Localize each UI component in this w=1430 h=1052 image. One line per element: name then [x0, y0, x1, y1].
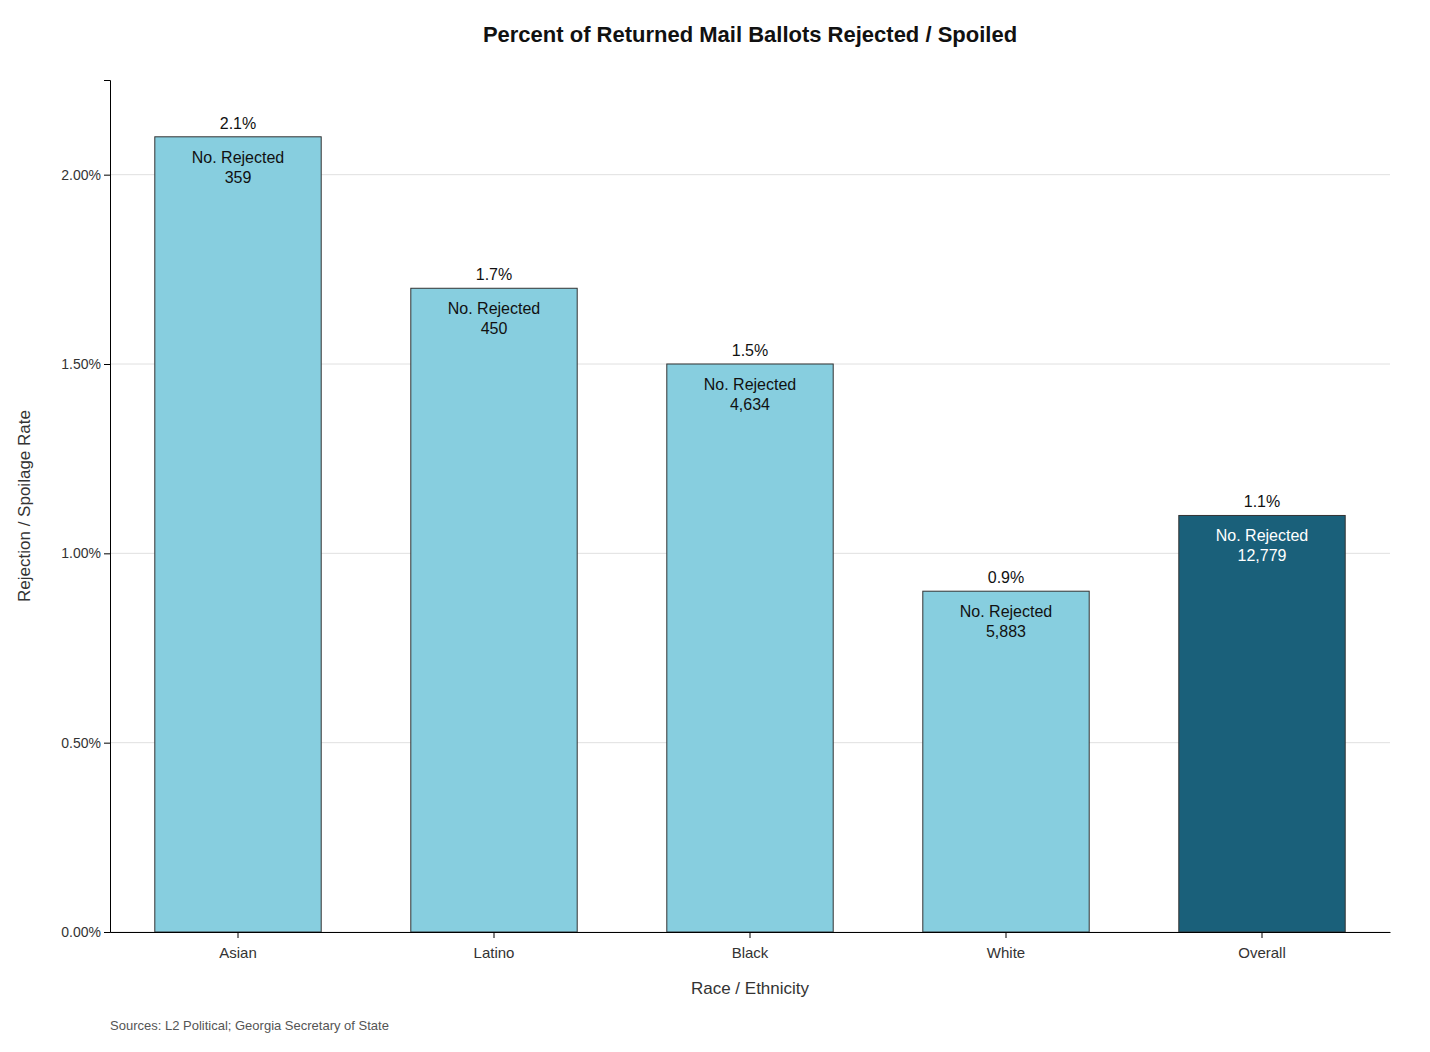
x-tick-label: White: [987, 944, 1025, 961]
bar: [411, 288, 577, 932]
data-label: 0.9%: [988, 569, 1024, 586]
data-label: 1.1%: [1244, 493, 1280, 510]
data-labels: 2.1% 1.7% 1.5% 0.9% 1.1%: [220, 115, 1280, 586]
annotation-line: 5,883: [986, 623, 1026, 640]
y-tick: 0.00%: [61, 924, 110, 940]
y-tick-mark: [104, 743, 110, 744]
x-tick-label: Black: [732, 944, 769, 961]
x-tick-mark: [238, 932, 239, 938]
y-axis: 0.00% 0.50% 1.00% 1.50% 2.00%: [61, 81, 110, 940]
annotation-line: 4,634: [730, 396, 770, 413]
x-tick-label: Latino: [474, 944, 515, 961]
y-tick: 0.50%: [61, 735, 110, 751]
data-label: 1.7%: [476, 266, 512, 283]
bar: [155, 137, 321, 932]
x-tick: White: [987, 932, 1025, 961]
y-tick-mark: [104, 553, 110, 554]
x-tick: Asian: [219, 932, 257, 961]
annotation-line: No. Rejected: [192, 149, 285, 166]
bar: [667, 364, 833, 932]
bar: [1179, 515, 1345, 932]
plot: Asian Latino Black White Overall 0.00% 0.50% 1.…: [61, 81, 1390, 961]
y-tick: 1.00%: [61, 545, 110, 561]
annotation-line: 359: [225, 169, 252, 186]
bars: [155, 137, 1345, 932]
y-tick-label: 2.00%: [61, 167, 101, 183]
x-tick-label: Asian: [219, 944, 257, 961]
annotation: No. Rejected 5,883: [960, 603, 1053, 640]
data-label: 1.5%: [732, 342, 768, 359]
x-tick-mark: [750, 932, 751, 938]
y-tick: 1.50%: [61, 356, 110, 372]
title: Percent of Returned Mail Ballots Rejecte…: [483, 22, 1017, 47]
source: Sources: L2 Political; Georgia Secretary…: [110, 1018, 389, 1033]
x-tick-mark: [1006, 932, 1007, 938]
y-axis-title: Rejection / Spoilage Rate: [15, 410, 34, 602]
data-label: 2.1%: [220, 115, 256, 132]
chart: Asian Latino Black White Overall 0.00% 0.50% 1.…: [0, 0, 1430, 1052]
annotation: No. Rejected 450: [448, 300, 541, 337]
y-tick-label: 0.00%: [61, 924, 101, 940]
y-tick: 2.00%: [61, 167, 110, 183]
y-tick-label: 1.00%: [61, 545, 101, 561]
y-tick-label: 0.50%: [61, 735, 101, 751]
annotation-line: 12,779: [1238, 547, 1287, 564]
x-axis-title: Race / Ethnicity: [691, 979, 810, 998]
annotation-line: No. Rejected: [448, 300, 541, 317]
y-tick-mark: [104, 175, 110, 176]
x-tick: Latino: [474, 932, 515, 961]
x-axis: Asian Latino Black White Overall: [111, 932, 1391, 961]
annotations: No. Rejected359No. Rejected450No. Reject…: [192, 149, 1309, 640]
x-tick-label: Overall: [1238, 944, 1286, 961]
x-tick: Black: [732, 932, 769, 961]
y-tick-label: 1.50%: [61, 356, 101, 372]
x-tick-mark: [494, 932, 495, 938]
annotation: No. Rejected 12,779: [1216, 527, 1309, 564]
annotation-line: No. Rejected: [960, 603, 1053, 620]
y-axis-line: [104, 81, 111, 933]
x-tick: Overall: [1238, 932, 1286, 961]
y-tick-mark: [104, 932, 110, 933]
annotation: No. Rejected 4,634: [704, 376, 797, 413]
annotation-line: No. Rejected: [704, 376, 797, 393]
annotation-line: No. Rejected: [1216, 527, 1309, 544]
annotation-line: 450: [481, 320, 508, 337]
x-tick-mark: [1262, 932, 1263, 938]
y-tick-mark: [104, 364, 110, 365]
bar: [923, 591, 1089, 932]
annotation: No. Rejected 359: [192, 149, 285, 186]
